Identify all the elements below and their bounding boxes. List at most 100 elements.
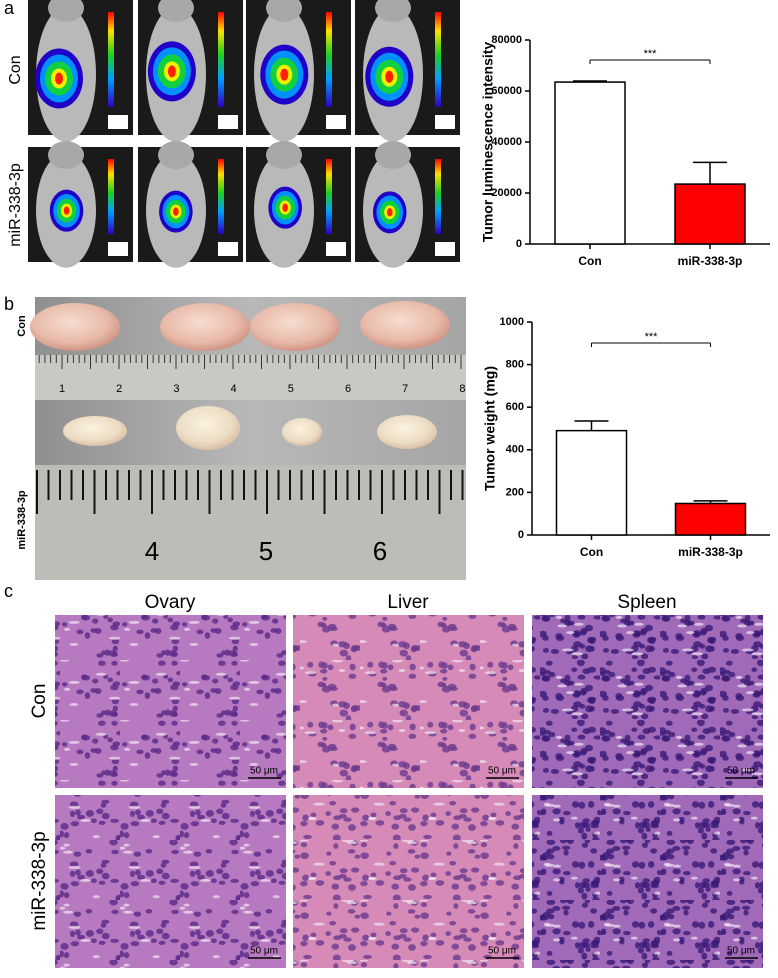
- signal-blob: [63, 206, 70, 215]
- mouse-head: [375, 0, 411, 22]
- histology-image: [55, 615, 286, 788]
- signal-blob: [173, 207, 179, 216]
- tumor: [282, 418, 322, 446]
- y-tick-label: 0: [518, 529, 524, 541]
- y-tick-label: 60000: [491, 85, 522, 97]
- panel-label: c: [4, 581, 13, 601]
- scale-bar-label: 50 μm: [727, 766, 755, 777]
- y-tick-label: 1000: [500, 316, 524, 328]
- bar: [555, 429, 628, 536]
- ruler-number: 5: [259, 536, 273, 566]
- ruler-number: 2: [116, 383, 122, 395]
- scale-bar-label: 50 μm: [488, 946, 516, 957]
- row-label: miR-338-3p: [29, 831, 50, 930]
- ruler-number: 7: [402, 383, 408, 395]
- info-box: [326, 242, 346, 256]
- color-bar: [435, 159, 441, 234]
- color-bar: [108, 12, 114, 107]
- ruler-number: 4: [231, 383, 237, 395]
- histology-image: [532, 615, 763, 788]
- histology-image: [293, 615, 524, 788]
- ruler: [35, 465, 466, 580]
- y-tick-label: 200: [506, 486, 524, 498]
- scale-bar-label: 50 μm: [727, 946, 755, 957]
- y-tick-label: 0: [516, 238, 522, 250]
- y-axis-label: Tumor weight (mg): [482, 366, 498, 491]
- signal-blob: [167, 65, 176, 78]
- y-tick-label: 80000: [491, 34, 522, 46]
- row-label: Con: [29, 684, 50, 719]
- significance-label: ***: [645, 331, 659, 343]
- tumor: [377, 415, 437, 449]
- scale-bar-label: 50 μm: [488, 766, 516, 777]
- tumor: [63, 416, 127, 446]
- column-label: Ovary: [145, 592, 196, 613]
- tumor: [30, 303, 120, 351]
- column-label: Spleen: [617, 592, 676, 613]
- mouse-head: [48, 0, 84, 22]
- scale-bar-label: 50 μm: [250, 766, 278, 777]
- ruler-number: 4: [145, 536, 159, 566]
- mouse-head: [158, 0, 194, 22]
- x-tick-label: miR-338-3p: [678, 545, 743, 559]
- panel-label: a: [4, 0, 15, 18]
- histology-image: [293, 795, 524, 968]
- color-bar: [326, 12, 332, 107]
- signal-blob: [385, 70, 394, 83]
- row-label: miR-338-3p: [7, 163, 24, 247]
- ruler-number: 1: [59, 383, 65, 395]
- panel-label: b: [4, 294, 14, 314]
- column-label: Liver: [387, 592, 429, 613]
- signal-blob: [282, 203, 288, 212]
- y-tick-label: 400: [506, 444, 524, 456]
- significance-label: ***: [644, 48, 658, 60]
- x-tick-label: Con: [580, 545, 603, 559]
- signal-blob: [280, 68, 289, 81]
- histology-image: [532, 795, 763, 968]
- info-box: [435, 115, 455, 129]
- info-box: [108, 242, 128, 256]
- histology-image: [55, 795, 286, 968]
- ruler-number: 6: [345, 383, 351, 395]
- y-tick-label: 20000: [491, 187, 522, 199]
- color-bar: [326, 159, 332, 234]
- x-tick-label: miR-338-3p: [678, 254, 743, 268]
- mouse-head: [48, 141, 84, 169]
- info-box: [218, 242, 238, 256]
- info-box: [326, 115, 346, 129]
- row-label: Con: [7, 55, 24, 84]
- y-tick-label: 40000: [491, 136, 522, 148]
- y-tick-label: 800: [506, 359, 524, 371]
- mouse-head: [158, 141, 194, 169]
- signal-blob: [386, 208, 393, 217]
- info-box: [435, 242, 455, 256]
- bar: [674, 502, 747, 536]
- ruler-number: 3: [173, 383, 179, 395]
- x-tick-label: Con: [578, 254, 601, 268]
- row-label: Con: [16, 315, 28, 337]
- ruler-number: 5: [288, 383, 294, 395]
- signal-blob: [55, 72, 64, 85]
- info-box: [108, 115, 128, 129]
- tumor: [160, 303, 250, 351]
- color-bar: [435, 12, 441, 107]
- mouse-head: [266, 141, 302, 169]
- mouse-head: [266, 0, 302, 22]
- mouse-head: [375, 141, 411, 169]
- tumor: [176, 406, 240, 450]
- ruler-number: 6: [373, 536, 387, 566]
- row-label: miR-338-3p: [16, 490, 28, 550]
- color-bar: [108, 159, 114, 234]
- tumor: [250, 303, 340, 351]
- ruler-number: 8: [459, 383, 465, 395]
- info-box: [218, 115, 238, 129]
- y-tick-label: 600: [506, 401, 524, 413]
- bar: [554, 81, 626, 245]
- y-axis-label: Tumor luminescence intensity: [480, 42, 496, 243]
- color-bar: [218, 12, 224, 107]
- tumor: [360, 301, 450, 349]
- bar: [674, 183, 746, 245]
- scale-bar-label: 50 μm: [250, 946, 278, 957]
- color-bar: [218, 159, 224, 234]
